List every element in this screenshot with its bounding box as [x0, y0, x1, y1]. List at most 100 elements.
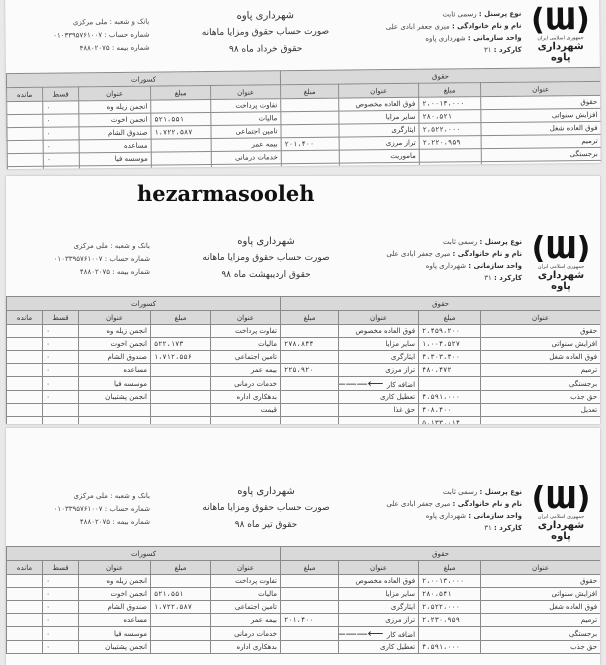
amount-cell [151, 164, 212, 170]
workdays-value: ۳۱ [484, 524, 492, 532]
amount-cell [6, 337, 43, 351]
slip-title-block: شهرداری پاوه صورت حساب حقوق ومزایا ماهانه… [156, 234, 376, 284]
account-label: شماره حساب : [104, 505, 150, 513]
amount-cell [42, 403, 79, 417]
bank-label: بانک و شعبه : [110, 492, 150, 500]
org-title: شهرداری پاوه [237, 236, 295, 247]
municipality-logo: (Ɯ) جمهوری اسلامی ایران شهرداری پاوه [530, 481, 592, 543]
title-cell: صندوق الشام [78, 126, 152, 140]
emblem-icon: (Ɯ) [531, 481, 591, 516]
title-cell: ترمیم [480, 363, 600, 377]
arrow-left-icon: ⟵——— [338, 627, 387, 640]
title-cell: مساعده [78, 613, 151, 627]
amount-cell: ۰ [42, 350, 79, 364]
unit-label: واحد سازمانی : [468, 512, 522, 520]
amount-cell: ۲،۰۰۱۳،۰۰۰ [418, 574, 482, 588]
amount-cell [7, 140, 44, 154]
insurance-value: ۴۸۸۰۲۰۷۵ [79, 44, 110, 53]
title-cell: انجمن پشتیبان [79, 165, 152, 170]
slip-header: (Ɯ) جمهوری اسلامی ایران شهرداری پاوه نوع پر… [6, 484, 600, 546]
column-header: قسط [42, 560, 79, 575]
employee-info: نوع پرسنل : رسمی ثابت نام و نام خانوادگی … [386, 486, 522, 534]
amount-cell: ۰ [42, 363, 79, 377]
title-cell: خدمات درمانی [211, 150, 282, 165]
logo-name: شهرداری پاوه [537, 520, 585, 542]
amount-cell [280, 124, 340, 138]
column-header: عنوان [210, 310, 281, 325]
unit-label: واحد سازمانی : [468, 262, 522, 270]
title-cell [210, 416, 281, 424]
bank-value: ملی مرکزی [72, 18, 108, 27]
title-cell: صندوق الشام [78, 600, 151, 614]
amount-cell: ۴،۵۹۱،۰۰۰ [419, 161, 482, 170]
amount-cell [6, 640, 43, 654]
personnel-type-label: نوع پرسنل : [478, 9, 522, 19]
table-row: ترمیم ۲،۲۳۰،۹۵۹ تراز مرزی ۲۰۱،۴۰۰ بیمه عمر مس… [6, 613, 600, 627]
payslip-tir: (Ɯ) جمهوری اسلامی ایران شهرداری پاوه نوع پر… [6, 428, 600, 665]
salary-table: حقوق کسورات عنوان مبلغ عنوان مبلغ عنوان مبلغ عنو… [6, 296, 600, 424]
amount-cell [6, 324, 43, 338]
amount-cell [279, 416, 340, 424]
logo-name: شهرداری پاوه [537, 270, 585, 292]
title-cell: برجستگی [481, 147, 601, 162]
column-header: مانده [6, 87, 43, 102]
amount-cell: ۰ [43, 165, 80, 170]
insurance-label: شماره بیمه : [111, 43, 150, 52]
logo-subtitle: جمهوری اسلامی ایران [537, 264, 585, 270]
amount-cell [279, 640, 340, 654]
title-cell [78, 416, 151, 424]
amount-cell: ۴۰۸،۴۰۰ [418, 403, 482, 417]
amount-cell [6, 600, 43, 614]
title-cell: بیمه عمر [210, 613, 281, 627]
salary-table: حقوق کسورات عنوان مبلغ عنوان مبلغ عنوان مبلغ عنو… [6, 546, 600, 654]
amount-cell [150, 613, 211, 627]
amount-cell [281, 163, 340, 170]
title-cell: ایثارگری [338, 600, 420, 614]
title-cell: بدهکاری اداره [210, 640, 281, 654]
title-cell: مالیات [210, 111, 281, 126]
amount-cell: ۵،۱۳۳،۰۱۴ [418, 416, 482, 424]
amount-cell [6, 626, 43, 641]
amount-cell [150, 403, 211, 417]
amount-cell [6, 587, 43, 601]
amount-cell: ۰ [43, 139, 80, 154]
title-cell: افزایش سنواتی [480, 337, 600, 351]
title-cell: انجمن اخوت [78, 587, 151, 601]
info-line: واحد سازمانی : شهرداری پاوه [386, 510, 522, 522]
amount-cell [6, 363, 43, 377]
table-row: حقوق ۲،۰۰۱۳،۰۰۰ فوق العاده مخصوص تفاوت پردا… [6, 574, 600, 588]
info-line: نام و نام خانوادگی : میری جعفر ابادی علی [386, 248, 522, 260]
amount-cell [6, 127, 44, 141]
table-row: فوق العاده شغل ۴،۳۰۳،۴۰۰ ایثارگری تامین اجت… [6, 350, 600, 364]
amount-cell [279, 324, 340, 338]
table-row: حق جذب ۴،۵۹۱،۰۰۰ تعطیل کاری بدهکاری اداره ان… [6, 390, 600, 404]
title-cell: مالیات [210, 337, 281, 351]
table-row: ترمیم ۴۸۰،۴۷۲ تراز مرزی ۲۲۵،۹۲۰ بیمه عمر مساع… [6, 363, 600, 377]
personnel-type-value: رسمی ثابت [443, 488, 478, 496]
amount-cell: ۲۸۰،۵۲۱ [418, 109, 481, 124]
amount-cell: ۰ [42, 337, 79, 351]
title-cell [78, 403, 151, 417]
amount-cell: ۲،۵۲۲،۰۰۰ [418, 122, 482, 137]
workdays-label: کارکرد : [493, 45, 522, 55]
amount-cell [150, 363, 211, 377]
table-row: افزایش سنواتی ۱،۰۰۴،۵۲۷ سایر مزایا ۲۷۸،۸۴۴ م… [6, 337, 600, 351]
deductions-group-header: کسورات [6, 546, 281, 561]
info-line: نام و نام خانوادگی : میری جعفر ابادی علی [386, 498, 522, 510]
workdays-value: ۳۱ [484, 274, 492, 282]
table-row: حقوق ۲،۴۵۹،۲۰۰ فوق العاده مخصوص تفاوت پرداخ… [6, 324, 600, 338]
title-cell: تفاوت پرداخت [210, 324, 281, 338]
title-cell: انجمن پشتیبان [78, 640, 151, 654]
amount-cell: ۰ [42, 613, 79, 627]
amount-cell [150, 640, 211, 654]
amount-cell [279, 587, 340, 601]
amount-cell [6, 114, 43, 128]
doc-title: صورت حساب حقوق ومزایا ماهانه [202, 253, 330, 263]
period-title: حقوق تیر ماه ۹۸ [234, 520, 298, 530]
amount-cell [150, 324, 211, 338]
title-cell: موسسه فیا [78, 376, 151, 391]
amount-cell: ۲،۲۲۰،۹۵۹ [419, 135, 482, 150]
title-cell: فوق العاده مخصوص [338, 574, 420, 588]
watermark-text: hezarmasooleh [137, 181, 315, 206]
column-header: عنوان [210, 84, 281, 100]
